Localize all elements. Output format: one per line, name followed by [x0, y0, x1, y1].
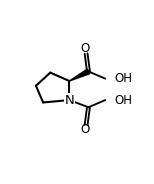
Text: OH: OH	[115, 94, 133, 107]
Text: O: O	[81, 42, 90, 55]
Text: O: O	[81, 123, 90, 136]
Text: OH: OH	[115, 72, 133, 85]
Text: N: N	[65, 94, 74, 107]
Polygon shape	[69, 69, 90, 81]
